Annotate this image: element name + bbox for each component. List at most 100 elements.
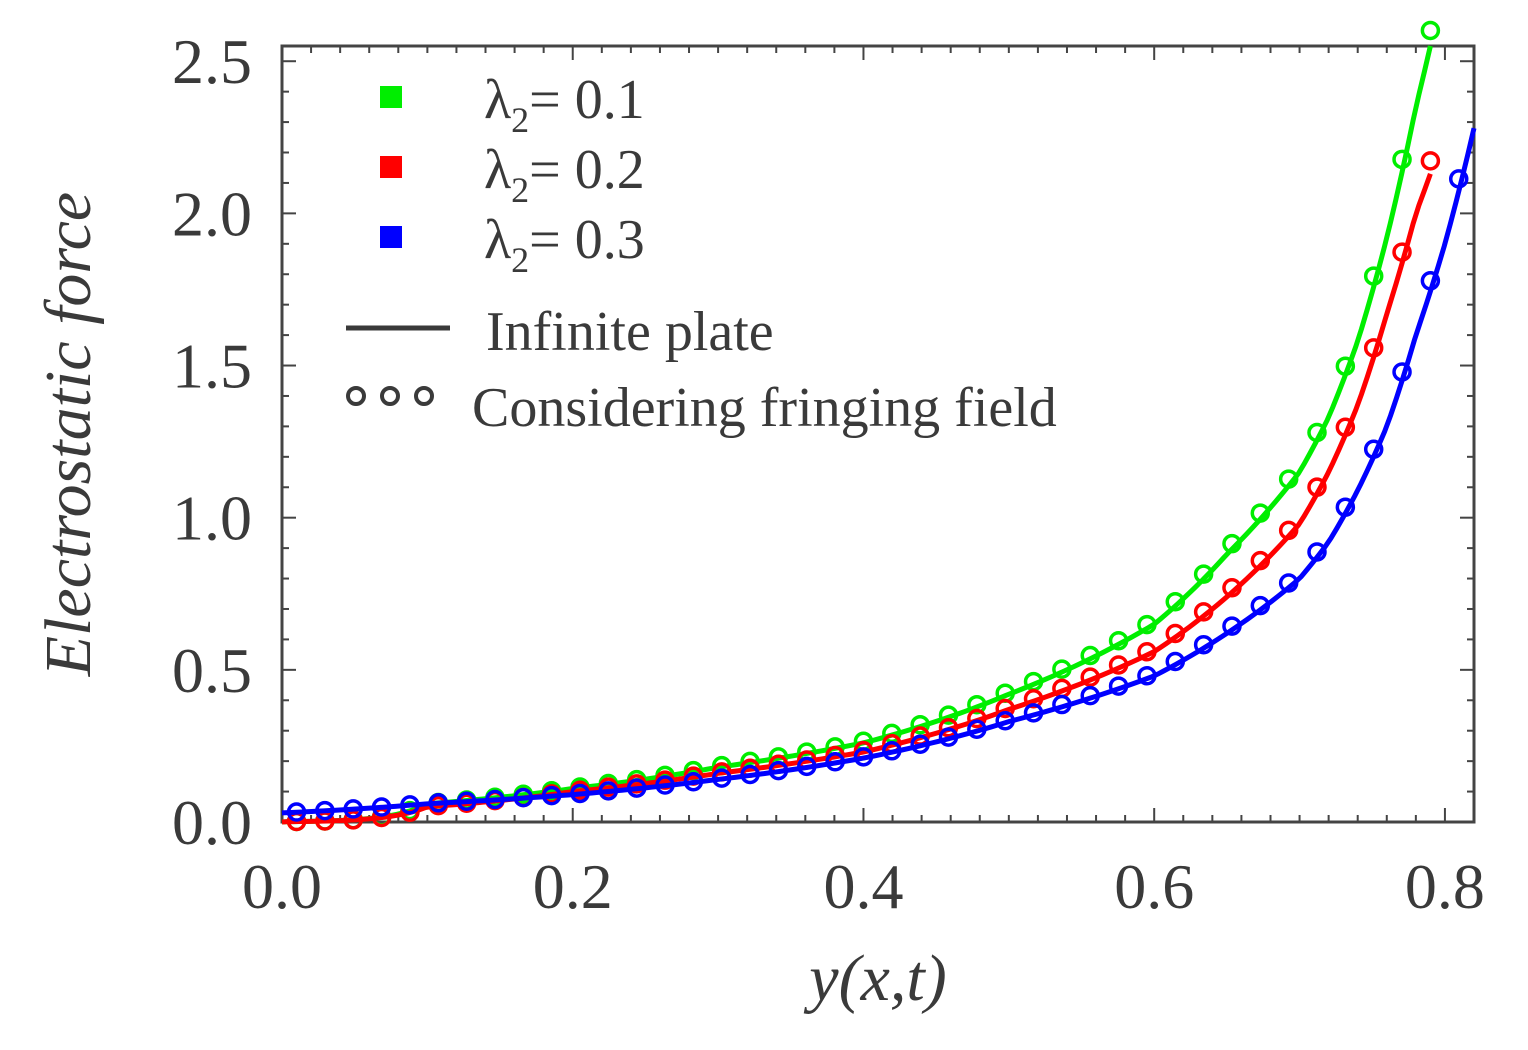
legend-label-fringing-field: Considering fringing field [472,377,1057,439]
y-tick-label: 1.5 [172,331,252,402]
series-2 [281,151,1441,832]
x-axis-title: y(x,t) [803,942,946,1015]
y-tick-label: 2.0 [172,178,252,249]
data-point-circle [1165,651,1186,672]
data-point-circle [456,791,477,811]
data-point-circle [1420,20,1441,41]
data-point-circle [1250,595,1271,616]
legend-label-infinite-plate: Infinite plate [486,301,774,363]
data-point-circle [1392,149,1412,170]
data-point-circle [598,781,619,801]
data-point-circle [1420,271,1441,291]
data-point-circle [1108,655,1129,675]
data-point-circle [938,705,959,725]
data-point-circle [853,747,874,767]
data-point-circle [1052,659,1072,679]
data-point-circle [910,714,930,735]
data-point-circle [1363,338,1384,358]
data-point-circle [910,734,930,754]
data-point-circle [1278,469,1299,489]
data-point-circle [1307,542,1327,562]
data-point-circle [1023,689,1044,709]
x-tick-label: 0.8 [1405,851,1485,922]
data-point-circle [995,698,1015,719]
data-point-circle [513,787,534,808]
data-point-circle [343,799,363,819]
data-point-circle [1222,577,1242,598]
legend-swatch [380,86,402,108]
x-tick-label: 0.4 [823,851,903,922]
data-point-circle [967,719,987,740]
data-point-circle [541,785,562,806]
data-point-circle [1193,602,1214,622]
data-point-circle [485,789,505,810]
data-point-circle [740,764,760,785]
ticks-layer: 0.0 0.2 0.4 0.6 0.8 0.0 0.5 1.0 1.5 2.0 2.5 [172,26,1485,922]
data-point-circle [995,710,1015,731]
x-tick-label: 0.2 [533,851,613,922]
data-point-circle [1250,550,1271,571]
data-point-circle [683,771,704,792]
data-point-circle [967,708,987,729]
data-point-circle [938,717,959,738]
x-tick-label: 0.6 [1114,851,1194,922]
data-point-circle [1222,616,1242,636]
data-point-circle [1392,242,1412,262]
data-point-circle [626,778,647,798]
series-layer [281,20,1477,832]
data-point-circle [343,810,363,830]
data-point-circle [1108,676,1129,696]
data-point-circle [400,795,420,815]
series-line [281,127,1477,816]
data-point-circle [655,775,675,795]
data-point-circle [1335,417,1356,437]
data-point-circle [882,741,902,761]
data-point-circle [1165,623,1186,644]
data-point-circle [1363,439,1384,459]
data-point-circle [797,756,817,777]
data-point-circle [1023,703,1044,723]
data-point-circle [967,694,987,715]
legend: λ2= 0.1λ2= 0.2λ2= 0.3 Infinite plate Consi… [346,69,1057,439]
data-point-circle [768,760,789,781]
plot-frame [280,44,1476,824]
data-point-circle [1108,630,1129,651]
data-point-circle [570,783,590,804]
y-axis-title: Electrostatic force [32,192,105,677]
legend-label: λ2= 0.3 [484,209,645,280]
legend-swatch [380,226,402,248]
data-point-circle [1193,564,1214,584]
y-tick-label: 0.0 [172,787,252,858]
legend-circle-marker [414,386,434,406]
data-point-circle [1420,151,1441,171]
data-point-circle [1392,362,1412,382]
legend-label: λ2= 0.1 [484,69,645,140]
data-point-circle [1080,667,1100,687]
y-tick-label: 1.0 [172,483,252,554]
data-point-circle [428,793,449,813]
data-point-circle [1052,694,1072,715]
data-point-circle [1278,573,1299,593]
data-point-circle [1335,497,1356,517]
data-point-circle [1193,634,1214,655]
data-point-circle [711,768,732,788]
data-point-circle [1137,641,1157,662]
data-point-circle [1165,591,1186,612]
legend-circle-marker [346,386,366,406]
legend-circle-marker [380,386,400,406]
data-point-circle [1307,477,1327,497]
x-tick-label: 0.0 [242,851,322,922]
data-point-circle [1278,520,1299,541]
legend-swatch [380,156,402,178]
data-point-circle [825,752,845,772]
data-point-circle [938,727,959,747]
data-point-circle [1222,533,1242,554]
series-3 [281,127,1477,822]
data-point-circle [1448,169,1469,189]
y-tick-label: 2.5 [172,26,252,97]
data-point-circle [1307,422,1327,443]
data-point-circle [1250,503,1271,523]
data-point-circle [1363,266,1384,286]
data-point-circle [1137,666,1157,686]
data-point-circle [1335,356,1356,376]
